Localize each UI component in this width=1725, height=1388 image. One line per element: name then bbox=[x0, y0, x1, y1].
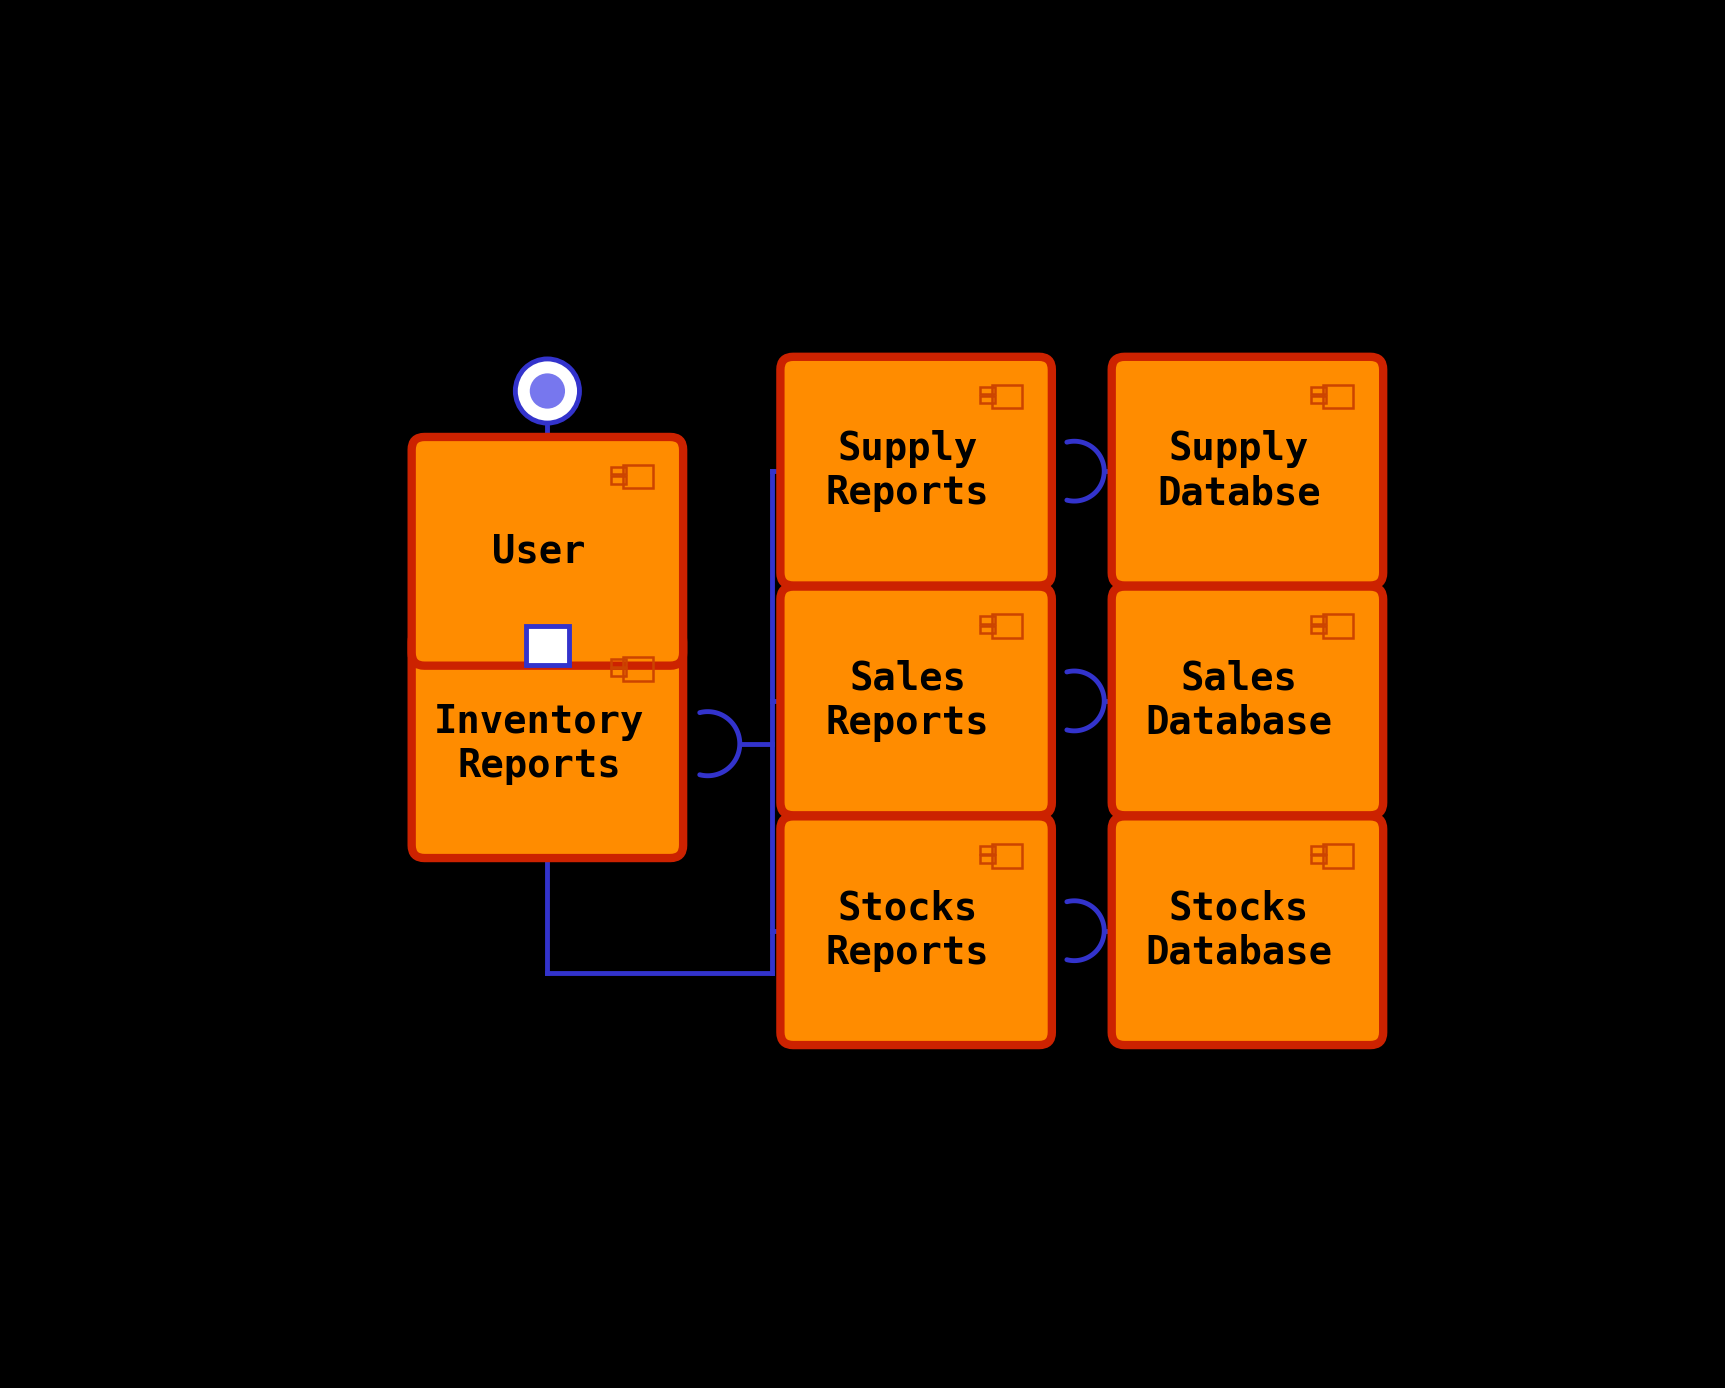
Text: Inventory
Reports: Inventory Reports bbox=[433, 702, 643, 784]
Text: Sales
Reports: Sales Reports bbox=[826, 659, 990, 743]
FancyBboxPatch shape bbox=[526, 626, 569, 665]
FancyBboxPatch shape bbox=[1111, 816, 1383, 1045]
FancyBboxPatch shape bbox=[780, 587, 1052, 815]
Text: Supply
Reports: Supply Reports bbox=[826, 430, 990, 512]
Circle shape bbox=[516, 359, 580, 423]
Circle shape bbox=[530, 373, 566, 408]
Text: Supply
Databse: Supply Databse bbox=[1157, 430, 1321, 512]
FancyBboxPatch shape bbox=[412, 629, 683, 858]
FancyBboxPatch shape bbox=[1111, 357, 1383, 586]
FancyBboxPatch shape bbox=[780, 357, 1052, 586]
Text: Stocks
Database: Stocks Database bbox=[1145, 890, 1332, 972]
Text: Sales
Database: Sales Database bbox=[1145, 659, 1332, 743]
FancyBboxPatch shape bbox=[1111, 587, 1383, 815]
Text: User: User bbox=[492, 533, 585, 570]
FancyBboxPatch shape bbox=[412, 437, 683, 666]
Text: Stocks
Reports: Stocks Reports bbox=[826, 890, 990, 972]
FancyBboxPatch shape bbox=[780, 816, 1052, 1045]
